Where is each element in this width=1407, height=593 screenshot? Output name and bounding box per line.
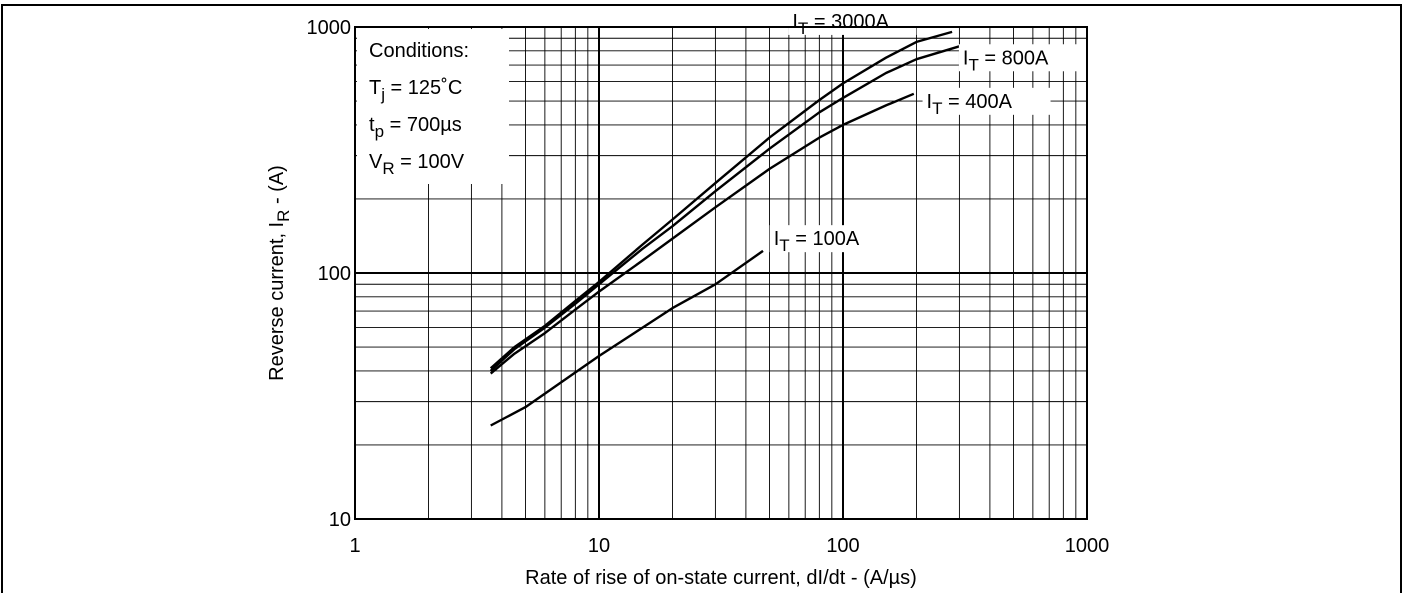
y-axis-label-text: Reverse current, IR - (A)	[266, 165, 293, 381]
conditions-bg	[357, 29, 509, 184]
series-line-0	[489, 30, 953, 370]
x-tick-label: 1000	[1065, 535, 1110, 557]
x-axis-label: Rate of rise of on-state current, dI/dt …	[525, 567, 917, 589]
condition-line-0: Tj = 125˚C	[369, 77, 462, 104]
series-label-bg	[769, 225, 898, 253]
conditions-box: Conditions: Tj = 125˚C tp = 700µs VR = 100V	[357, 29, 509, 184]
series-label-bg	[922, 87, 1051, 115]
x-tick-label: 10	[588, 535, 610, 557]
y-axis-label: Reverse current, IR - (A)	[266, 165, 293, 381]
y-tick-label: 1000	[307, 17, 352, 39]
x-tick-label: 100	[826, 535, 859, 557]
series-lines	[489, 30, 960, 427]
x-tick-label: 1	[349, 535, 360, 557]
tick-labels: 1 10 100 1000 10 100 1000	[307, 17, 1110, 557]
plot-border	[354, 26, 1088, 520]
series-label-2: IT = 400A	[927, 91, 1013, 118]
figure-frame	[1, 4, 1402, 593]
series-line-2	[489, 92, 915, 375]
condition-line-2: VR = 100V	[369, 151, 465, 178]
conditions-heading: Conditions:	[369, 40, 469, 62]
series-label-bg	[958, 44, 1087, 72]
y-tick-label: 10	[329, 509, 351, 531]
series-line-3	[490, 249, 764, 427]
series-label-3: IT = 100A	[774, 228, 860, 255]
series-label-bg	[788, 7, 917, 35]
series-label-1: IT = 800A	[963, 47, 1049, 74]
condition-line-1: tp = 700µs	[369, 114, 462, 141]
series-line-1	[489, 45, 960, 372]
y-tick-label: 100	[318, 263, 351, 285]
